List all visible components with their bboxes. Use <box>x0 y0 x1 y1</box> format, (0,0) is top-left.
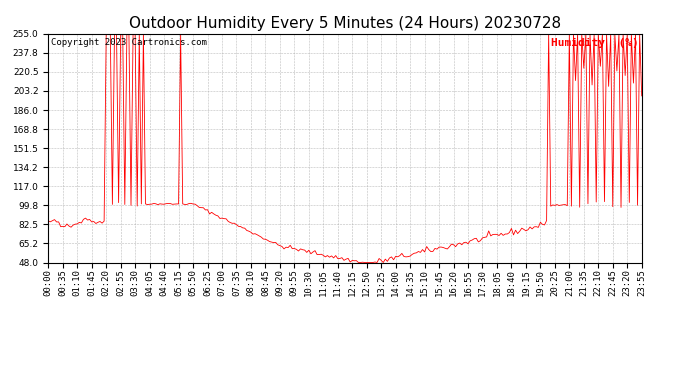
Text: Humidity  (%): Humidity (%) <box>551 38 639 48</box>
Text: Copyright 2023 Cartronics.com: Copyright 2023 Cartronics.com <box>51 38 207 47</box>
Title: Outdoor Humidity Every 5 Minutes (24 Hours) 20230728: Outdoor Humidity Every 5 Minutes (24 Hou… <box>129 16 561 31</box>
